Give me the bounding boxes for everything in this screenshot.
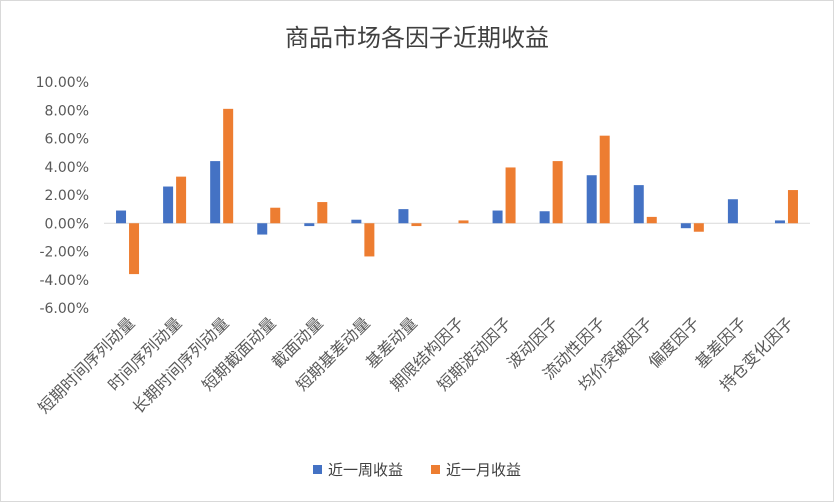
y-tick-label: -2.00% (39, 245, 89, 261)
bar-month (270, 207, 281, 224)
bar-month (411, 223, 422, 227)
bar-week (210, 161, 221, 224)
bar-week (492, 210, 503, 224)
bar-month (317, 202, 328, 224)
bar-month (223, 108, 234, 224)
bar-week (116, 210, 127, 224)
bar-month (787, 190, 798, 224)
legend-item: 近一周收益 (312, 459, 403, 480)
bar-week (163, 186, 174, 224)
bar-week (680, 223, 691, 229)
bar-week (304, 223, 315, 227)
legend-item: 近一月收益 (431, 459, 521, 480)
bar-week (586, 175, 597, 224)
bar-month (552, 161, 563, 224)
bar-month (599, 135, 610, 224)
bar-week (727, 199, 738, 224)
bar-week (774, 220, 785, 224)
y-tick-label: -6.00% (39, 301, 89, 317)
legend-label: 近一周收益 (327, 461, 403, 479)
y-tick-label: 8.00% (45, 103, 89, 119)
bar-month (176, 176, 187, 224)
bar-week (351, 219, 362, 224)
y-tick-label: 0.00% (45, 216, 89, 232)
y-tick-label: 2.00% (45, 188, 89, 204)
bar-month (505, 167, 516, 224)
bar-week (257, 223, 268, 235)
bar-month (693, 223, 704, 232)
x-tick-label: 偏度因子 (644, 313, 703, 372)
bar-month (129, 223, 140, 275)
legend-label: 近一月收益 (446, 461, 522, 479)
y-tick-label: 4.00% (45, 160, 89, 176)
bar-month (458, 220, 469, 224)
bar-week (398, 209, 409, 224)
legend-swatch (312, 465, 322, 474)
bar-week (633, 185, 644, 224)
bar-week (539, 211, 550, 224)
bar-month (364, 223, 375, 257)
legend-swatch (431, 465, 440, 474)
chart-title: 商品市场各因子近期收益 (285, 24, 549, 52)
y-tick-label: 6.00% (45, 132, 89, 148)
chart-legend: 近一周收益 近一月收益 (0, 459, 834, 480)
bar-month (646, 216, 657, 224)
y-tick-label: -4.00% (39, 273, 89, 289)
y-tick-label: 10.00% (36, 75, 89, 91)
